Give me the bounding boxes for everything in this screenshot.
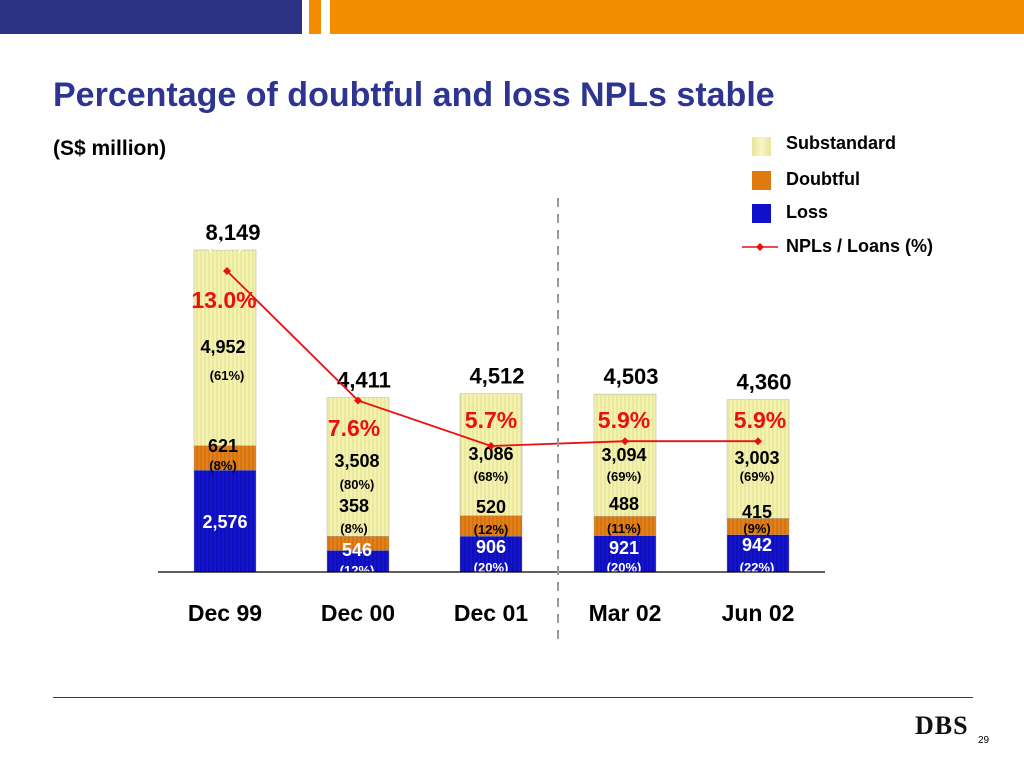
value-label-substandard-5: 3,003 [734, 448, 779, 468]
share-label-substandard-3: (68%) [474, 469, 509, 484]
total-label-dec-99: 8,149 [205, 220, 260, 245]
share-label-loss-5: (22%) [740, 560, 775, 575]
npl-ratio-label-5: 5.9% [734, 407, 786, 433]
npl-ratio-point-3 [487, 442, 495, 450]
value-label-doubtful-4: 488 [609, 494, 639, 514]
value-label-loss-5: 942 [742, 535, 772, 555]
share-label-substandard-1: (61%) [210, 368, 245, 383]
bar-substandard-jun-02 [726, 399, 790, 519]
value-label-loss-2: 546 [342, 540, 372, 560]
value-label-doubtful-3: 520 [476, 497, 506, 517]
share-label-doubtful-2: (8%) [340, 521, 367, 536]
chart-legend: Substandard Doubtful Loss NPLs / Loans (… [740, 133, 1010, 268]
share-label-substandard-2: (80%) [340, 477, 375, 492]
legend-swatch-doubtful [752, 171, 771, 190]
npl-ratio-point-1 [223, 267, 231, 275]
npl-ratio-point-2 [354, 396, 362, 405]
legend-line-icon [742, 243, 778, 251]
x-tick-label-dec-00: Dec 00 [321, 600, 395, 626]
value-label-substandard-1: 4,952 [200, 337, 245, 357]
share-label-doubtful-5: (9%) [743, 521, 770, 536]
bar-loss-mar-02 [593, 535, 657, 573]
header-bar-orange [330, 0, 1024, 34]
legend-swatch-substandard [752, 137, 771, 156]
x-tick-label-dec-01: Dec 01 [454, 600, 528, 626]
legend-label-npl-ratio: NPLs / Loans (%) [786, 236, 934, 256]
value-label-loss-4: 921 [609, 538, 639, 558]
value-label-substandard-3: 3,086 [468, 444, 513, 464]
value-label-substandard-2: 3,508 [334, 451, 379, 471]
slide-title: Percentage of doubtful and loss NPLs sta… [53, 76, 775, 114]
npl-ratio-point-4 [621, 437, 629, 446]
legend-label-loss: Loss [786, 202, 829, 222]
share-label-loss-1: (32%) [208, 238, 243, 253]
page-number: 29 [978, 735, 990, 746]
header-bar-orange-small [309, 0, 321, 34]
x-tick-label-jun-02: Jun 02 [722, 600, 795, 626]
npl-ratio-label-1: 13.0% [191, 287, 256, 313]
value-label-substandard-4: 3,094 [601, 445, 646, 465]
footer-rule [53, 697, 973, 698]
legend-swatch-loss [752, 204, 771, 223]
share-label-doubtful-4: (11%) [607, 521, 641, 536]
legend-item-npl-ratio: NPLs / Loans (%) [740, 234, 1010, 260]
value-label-loss-3: 906 [476, 537, 506, 557]
bar-substandard-dec-01 [459, 393, 523, 516]
value-label-doubtful-1: 621 [208, 436, 238, 456]
bar-doubtful-dec-99 [193, 445, 257, 471]
share-label-substandard-4: (69%) [607, 469, 642, 484]
share-label-loss-2: (12%) [340, 563, 375, 578]
npl-ratio-label-2: 7.6% [328, 415, 380, 441]
share-label-loss-3: (20%) [474, 560, 509, 575]
value-label-loss-1: 2,576 [202, 512, 247, 532]
bar-substandard-mar-02 [593, 393, 657, 517]
value-label-doubtful-2: 358 [339, 496, 369, 516]
share-label-loss-4: (20%) [607, 560, 642, 575]
x-tick-label-mar-02: Mar 02 [589, 600, 662, 626]
legend-label-substandard: Substandard [786, 133, 897, 153]
share-label-doubtful-3: (12%) [474, 522, 509, 537]
npl-ratio-point-5 [754, 437, 762, 446]
bar-substandard-dec-99 [193, 249, 257, 446]
slide-subtitle: (S$ million) [53, 137, 167, 160]
dbs-logo: DBS [915, 711, 969, 740]
total-label-jun-02: 4,360 [736, 370, 791, 395]
total-label-mar-02: 4,503 [603, 364, 658, 389]
npl-ratio-label-3: 5.7% [465, 407, 517, 433]
share-label-doubtful-1: (8%) [209, 458, 236, 473]
x-tick-label-dec-99: Dec 99 [188, 600, 262, 626]
value-label-doubtful-5: 415 [742, 502, 772, 522]
header-bar-navy [0, 0, 302, 34]
bar-loss-dec-01 [459, 536, 523, 573]
npl-ratio-label-4: 5.9% [598, 407, 650, 433]
share-label-substandard-5: (69%) [740, 469, 775, 484]
legend-label-doubtful: Doubtful [786, 169, 860, 189]
bar-loss-jun-02 [726, 534, 790, 573]
total-label-dec-01: 4,512 [469, 364, 524, 389]
bar-substandard-dec-00 [326, 397, 390, 537]
